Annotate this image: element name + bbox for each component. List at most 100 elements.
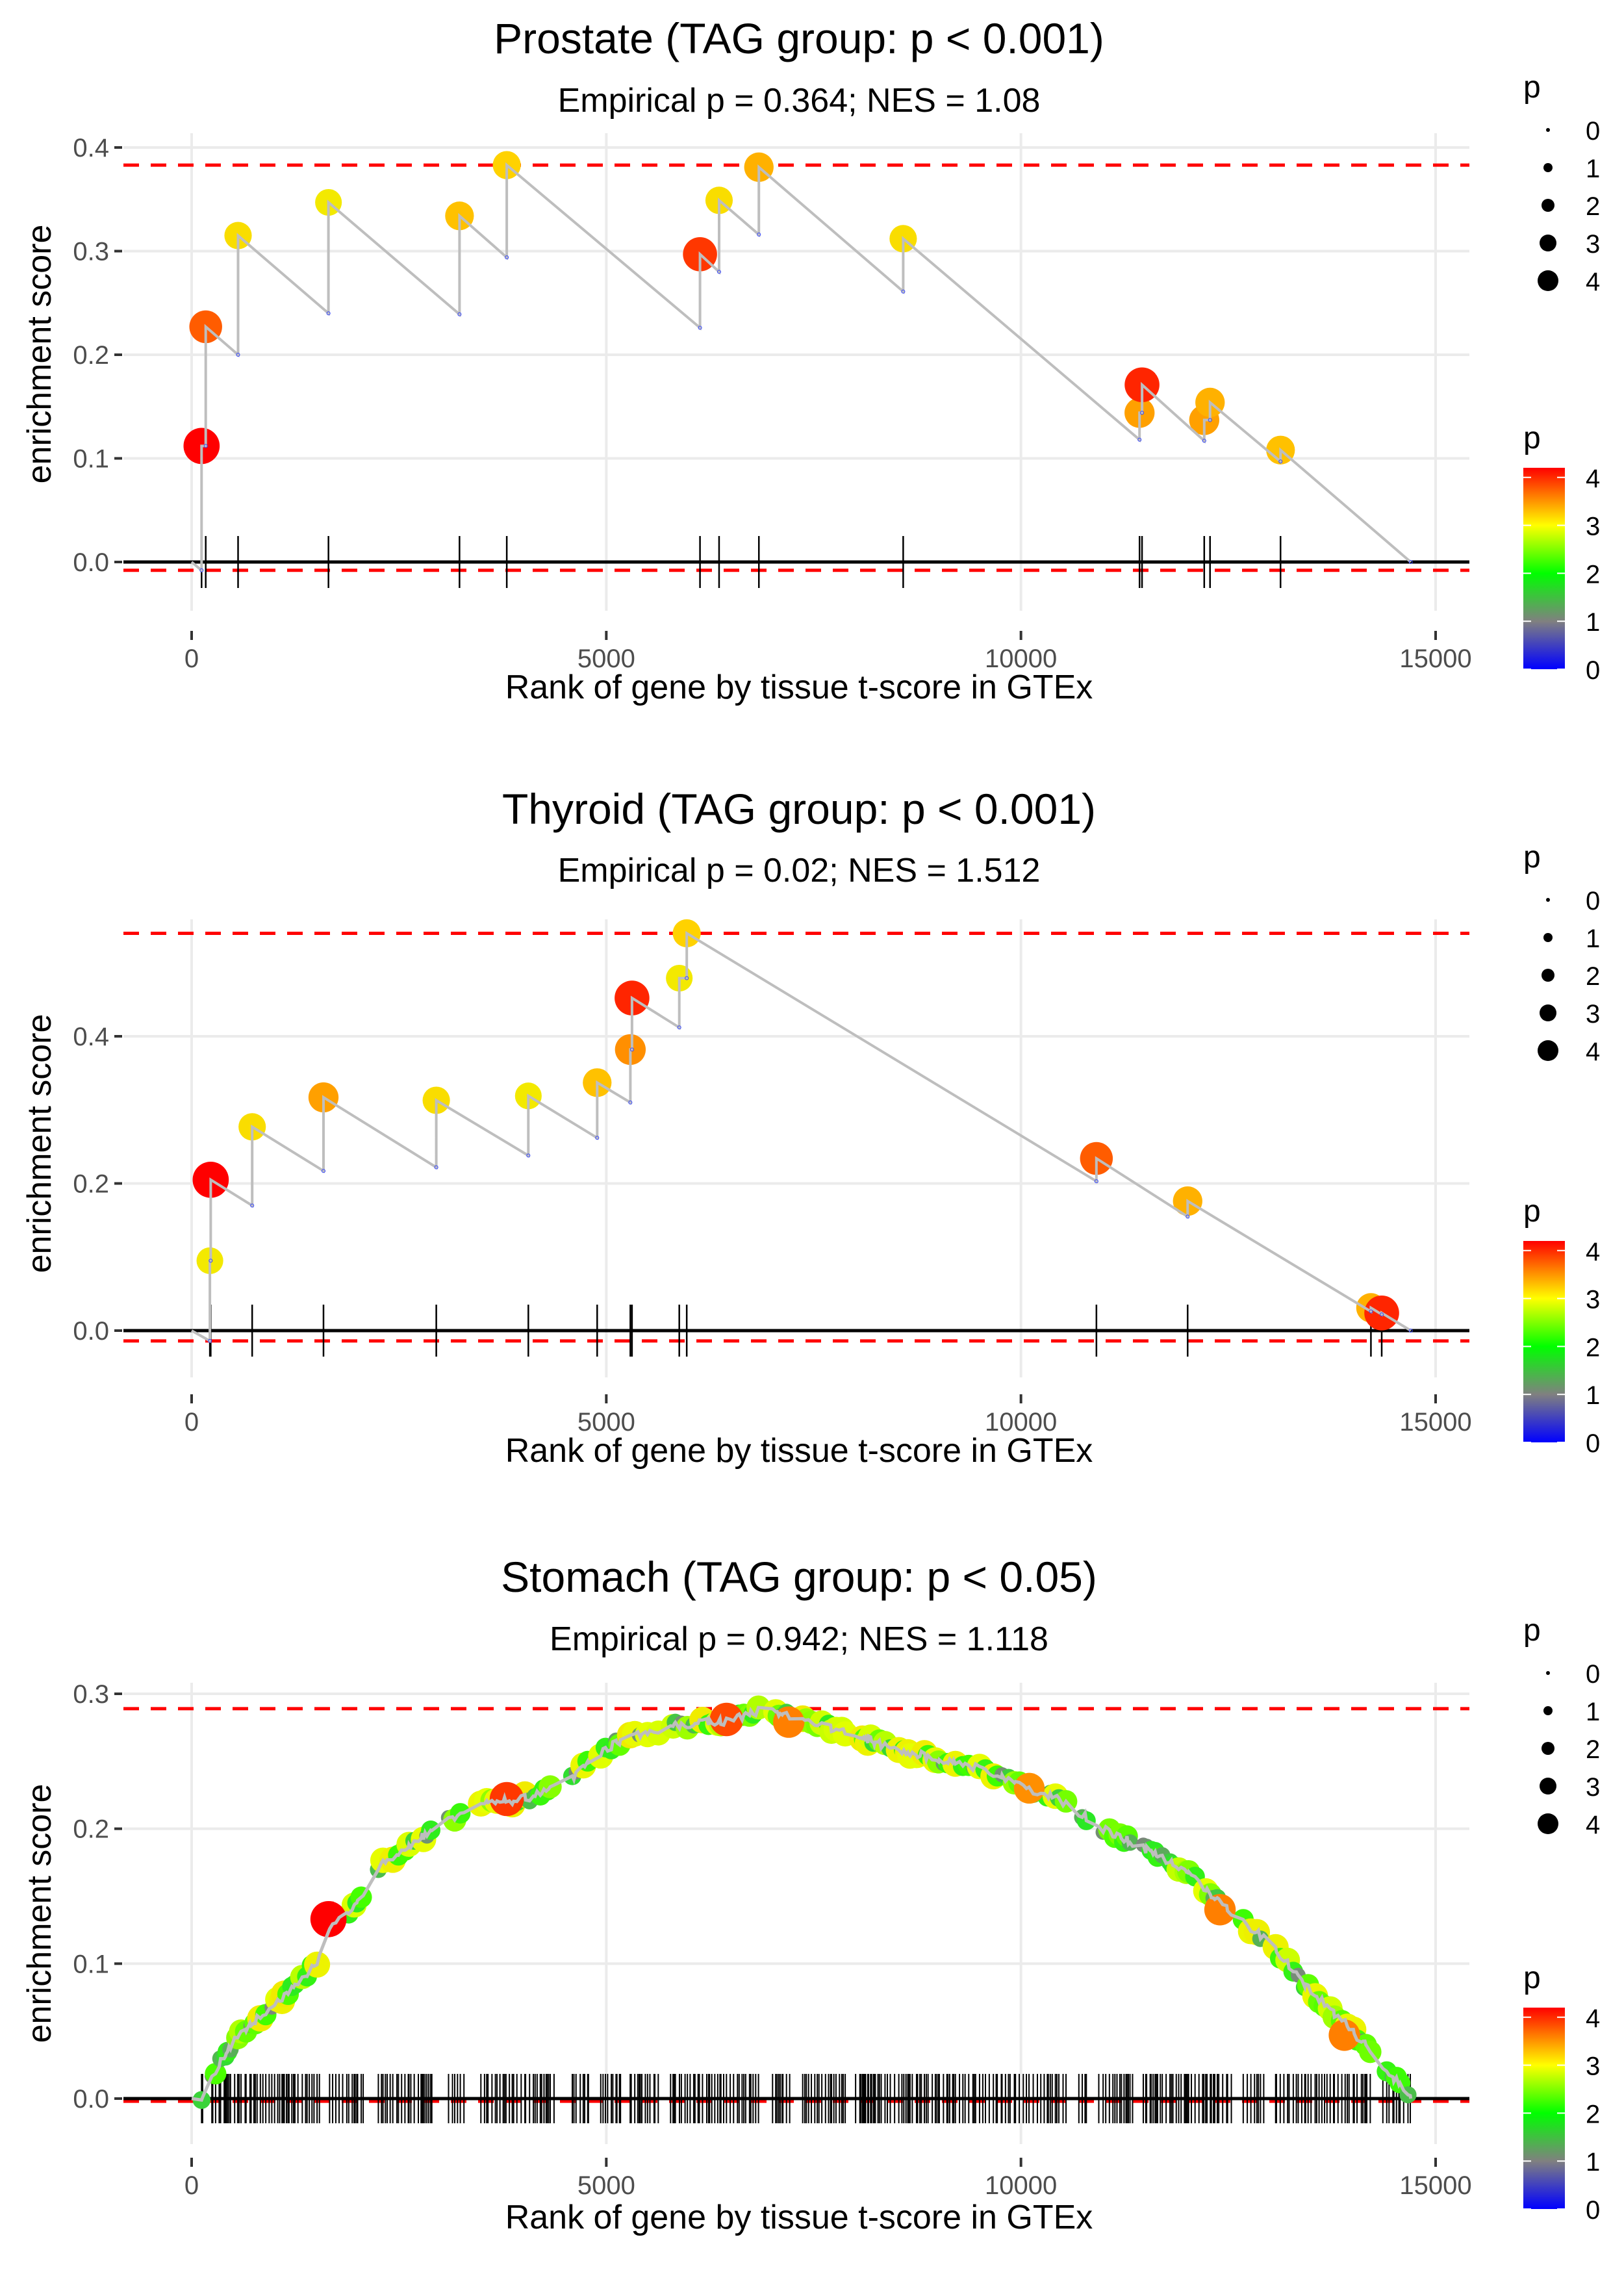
size-legend-label: 1 bbox=[1586, 1698, 1600, 1726]
x-tick-label: 5000 bbox=[577, 2171, 635, 2200]
color-legend-label: 3 bbox=[1586, 2052, 1600, 2081]
plot-area: 0.0 0.1 0.2 0.3 0 5000 10000 15000 bbox=[73, 1680, 1471, 2200]
size-legend-key bbox=[1542, 199, 1554, 212]
trough-point bbox=[434, 1165, 438, 1169]
trough-point bbox=[1380, 1312, 1384, 1317]
colorbar bbox=[1523, 2008, 1565, 2209]
color-legend-label: 4 bbox=[1586, 2004, 1600, 2033]
color-legend-label: 0 bbox=[1586, 656, 1600, 685]
trough-point bbox=[1408, 1329, 1413, 1333]
size-legend-title: p bbox=[1523, 70, 1541, 105]
running-es-line bbox=[191, 1706, 1413, 2102]
plot-area: 0.0 0.2 0.4 0 5000 10000 15000 bbox=[73, 919, 1472, 1437]
x-axis-title: Rank of gene by tissue t-score in GTEx bbox=[505, 2199, 1093, 2236]
size-legend-label: 2 bbox=[1586, 1735, 1600, 1764]
trough-point bbox=[757, 232, 761, 236]
size-legend-label: 1 bbox=[1586, 925, 1600, 953]
size-legend-key bbox=[1538, 1040, 1558, 1061]
trough-point bbox=[1137, 437, 1142, 442]
trough-point bbox=[1208, 418, 1212, 422]
trough-point bbox=[717, 270, 721, 274]
size-legend-label: 1 bbox=[1586, 155, 1600, 183]
trough-point bbox=[250, 1203, 255, 1208]
x-tick-label: 5000 bbox=[577, 645, 635, 673]
size-legend-label: 0 bbox=[1586, 117, 1600, 146]
x-tick-label: 10000 bbox=[985, 2171, 1057, 2200]
y-tick-label: 0.2 bbox=[73, 1170, 109, 1199]
legends: p 0 1 2 3 4 p 4 3 2 1 0 bbox=[1523, 840, 1600, 1458]
trough-point bbox=[677, 1025, 681, 1030]
running-es-line bbox=[191, 930, 1412, 1344]
x-tick-label: 5000 bbox=[577, 1408, 635, 1437]
size-legend-label: 3 bbox=[1586, 1773, 1600, 1802]
color-legend-label: 2 bbox=[1586, 1333, 1600, 1362]
trough-point bbox=[526, 1153, 531, 1158]
size-legend-key bbox=[1543, 163, 1553, 172]
x-tick-label: 10000 bbox=[985, 645, 1057, 673]
trough-point bbox=[321, 1169, 325, 1173]
y-tick-label: 0.0 bbox=[73, 2085, 109, 2114]
y-tick-label: 0.3 bbox=[73, 1680, 109, 1709]
color-legend-label: 1 bbox=[1586, 608, 1600, 637]
size-legend-key bbox=[1538, 270, 1558, 291]
trough-point bbox=[236, 353, 240, 357]
panel-title: Thyroid (TAG group: p < 0.001) bbox=[502, 785, 1096, 833]
color-legend-label: 1 bbox=[1586, 1381, 1600, 1410]
size-legend-label: 3 bbox=[1586, 1000, 1600, 1028]
colorbar bbox=[1523, 468, 1565, 669]
hit-point-highlight bbox=[310, 1900, 347, 1937]
size-legend-key bbox=[1546, 1671, 1550, 1675]
size-legend-label: 4 bbox=[1586, 1811, 1600, 1839]
y-tick-label: 0.2 bbox=[73, 341, 109, 370]
trough-point bbox=[901, 289, 906, 294]
size-legend-key bbox=[1543, 1706, 1553, 1715]
panel-title: Prostate (TAG group: p < 0.001) bbox=[494, 14, 1104, 62]
color-legend-label: 1 bbox=[1586, 2148, 1600, 2177]
trough-point bbox=[505, 255, 509, 260]
color-legend-label: 3 bbox=[1586, 513, 1600, 541]
y-axis-title: enrichment score bbox=[21, 1014, 58, 1273]
trough-point bbox=[326, 311, 331, 316]
panel-title: Stomach (TAG group: p < 0.05) bbox=[501, 1553, 1097, 1601]
y-tick-label: 0.1 bbox=[73, 1950, 109, 1978]
y-tick-label: 0.0 bbox=[73, 548, 109, 577]
trough-point bbox=[698, 326, 702, 330]
hit-point-highlight bbox=[1328, 2019, 1360, 2051]
trough-point bbox=[1408, 560, 1413, 564]
x-tick-label: 0 bbox=[184, 645, 199, 673]
trough-point bbox=[208, 1338, 212, 1343]
x-axis-title: Rank of gene by tissue t-score in GTEx bbox=[505, 669, 1093, 706]
color-legend-label: 2 bbox=[1586, 560, 1600, 589]
trough-point bbox=[1202, 439, 1206, 443]
hit-point-highlight bbox=[1204, 1894, 1236, 1926]
trough-point bbox=[457, 312, 462, 316]
x-tick-label: 15000 bbox=[1399, 2171, 1471, 2200]
size-legend-key bbox=[1540, 1778, 1556, 1795]
x-tick-label: 15000 bbox=[1399, 645, 1471, 673]
x-tick-label: 0 bbox=[184, 2171, 199, 2200]
trough-point bbox=[203, 444, 208, 448]
size-legend-key bbox=[1546, 898, 1550, 902]
size-legend-key bbox=[1540, 1004, 1556, 1021]
trough-point bbox=[685, 976, 689, 980]
trough-point bbox=[209, 1258, 213, 1263]
color-legend-label: 2 bbox=[1586, 2100, 1600, 2128]
size-legend-title: p bbox=[1523, 840, 1541, 875]
size-legend-key bbox=[1546, 128, 1550, 132]
legends: p 0 1 2 3 4 p 4 3 2 1 0 bbox=[1523, 70, 1600, 685]
trough-point bbox=[1186, 1214, 1190, 1219]
panel-stomach: Stomach (TAG group: p < 0.05) Empirical … bbox=[21, 1553, 1600, 2236]
hit-points bbox=[192, 1695, 1417, 2109]
size-legend-key bbox=[1542, 969, 1554, 982]
trough-point bbox=[1140, 411, 1145, 415]
trough-point bbox=[628, 1100, 633, 1105]
y-axis-title: enrichment score bbox=[21, 1784, 58, 2043]
trough-point bbox=[1369, 1309, 1373, 1314]
color-legend-label: 4 bbox=[1586, 465, 1600, 493]
panel-thyroid: Thyroid (TAG group: p < 0.001) Empirical… bbox=[21, 785, 1600, 1470]
size-legend-title: p bbox=[1523, 1613, 1541, 1648]
size-legend-label: 4 bbox=[1586, 268, 1600, 296]
x-tick-label: 0 bbox=[184, 1408, 199, 1437]
y-tick-label: 0.4 bbox=[73, 1023, 109, 1051]
